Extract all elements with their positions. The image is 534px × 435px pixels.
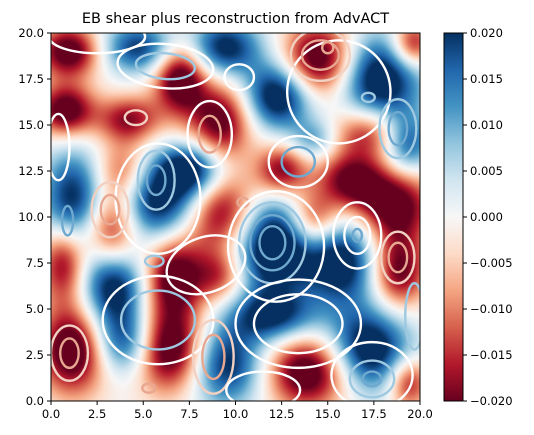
contour-line (234, 278, 363, 370)
contour-line (60, 204, 75, 237)
contour-line (51, 324, 90, 382)
contour-line (267, 134, 329, 189)
contour-line (143, 254, 165, 268)
contour-line (225, 370, 302, 401)
colorbar-tick-label: −0.005 (470, 256, 513, 270)
contour-line (348, 359, 396, 399)
colorbar-ticks: 0.020 0.015 0.010 0.005 0.000 −0.005 −0.010 −0.… (463, 26, 513, 408)
contour-line (136, 149, 176, 211)
plot-area (50, 32, 421, 402)
x-tick-label: 5.0 (134, 407, 152, 421)
contour-line (387, 241, 409, 274)
y-tick-label: 17.5 (18, 72, 44, 86)
x-tick-label: 12.5 (269, 407, 295, 421)
contour-line (90, 180, 130, 239)
contour-line (289, 33, 352, 83)
contour-line (191, 318, 235, 395)
contour-line (258, 224, 287, 261)
contour-line (116, 42, 215, 90)
y-axis: 0.0 2.5 5.0 7.5 10.0 12.5 15.0 17.5 20.0 (18, 26, 51, 408)
contour-line (59, 337, 80, 370)
contour-line (332, 201, 383, 270)
contour-line (280, 145, 317, 178)
colorbar-tick-label: −0.010 (470, 302, 513, 316)
y-tick-label: 0.0 (26, 394, 44, 408)
colorbar-tick-label: 0.020 (470, 26, 503, 40)
contour-line (186, 99, 234, 169)
contour-line (380, 230, 416, 285)
contour-line (141, 382, 157, 394)
x-tick-label: 2.5 (88, 407, 106, 421)
contour-line (165, 234, 247, 296)
contour-line (134, 51, 197, 81)
x-tick-label: 10.0 (223, 407, 249, 421)
contour-line (378, 98, 418, 160)
y-tick-label: 10.0 (18, 210, 44, 224)
contour-line (351, 227, 364, 244)
contour-line (252, 293, 344, 355)
y-tick-label: 20.0 (18, 26, 44, 40)
contour-line (223, 63, 256, 92)
contour-line (145, 164, 167, 197)
colorbar-tick-label: −0.015 (470, 348, 513, 362)
contour-line (226, 190, 326, 303)
contour-line (404, 282, 420, 351)
contour-line (51, 112, 71, 182)
contour-line (330, 340, 414, 401)
contour-line (300, 39, 341, 71)
contour-line (321, 41, 335, 55)
x-tick-label: 15.0 (315, 407, 341, 421)
y-tick-label: 7.5 (26, 256, 44, 270)
chart-title: EB shear plus reconstruction from AdvACT (82, 11, 389, 27)
x-tick-label: 7.5 (180, 407, 198, 421)
x-tick-label: 0.0 (42, 407, 60, 421)
y-tick-label: 12.5 (18, 164, 44, 178)
colorbar-fill (444, 33, 463, 401)
contour-line (360, 91, 376, 104)
y-tick-label: 15.0 (18, 118, 44, 132)
contour-line (343, 215, 372, 255)
y-tick-label: 5.0 (26, 302, 44, 316)
x-tick-label: 17.5 (361, 407, 387, 421)
x-tick-label: 20.0 (407, 407, 433, 421)
y-tick-label: 2.5 (26, 348, 44, 362)
contour-line (201, 333, 226, 381)
contour-line (51, 33, 147, 55)
x-axis: 0.0 2.5 5.0 7.5 10.0 12.5 15.0 17.5 20.0 (42, 401, 433, 421)
contour-line (387, 110, 409, 147)
contour-line (361, 370, 383, 388)
contour-line (197, 114, 222, 154)
contour-line (249, 213, 296, 272)
contour-line (119, 289, 197, 351)
contour-line (99, 193, 121, 226)
contour-line (123, 109, 149, 127)
colorbar-tick-label: 0.000 (470, 210, 503, 224)
colorbar-tick-label: −0.020 (470, 394, 513, 408)
colorbar-tick-label: 0.015 (470, 72, 503, 86)
colorbar: 0.020 0.015 0.010 0.005 0.000 −0.005 −0.010 −0.… (443, 26, 513, 408)
colorbar-tick-label: 0.010 (470, 118, 503, 132)
contours-layer (51, 33, 420, 401)
colorbar-tick-label: 0.005 (470, 164, 503, 178)
